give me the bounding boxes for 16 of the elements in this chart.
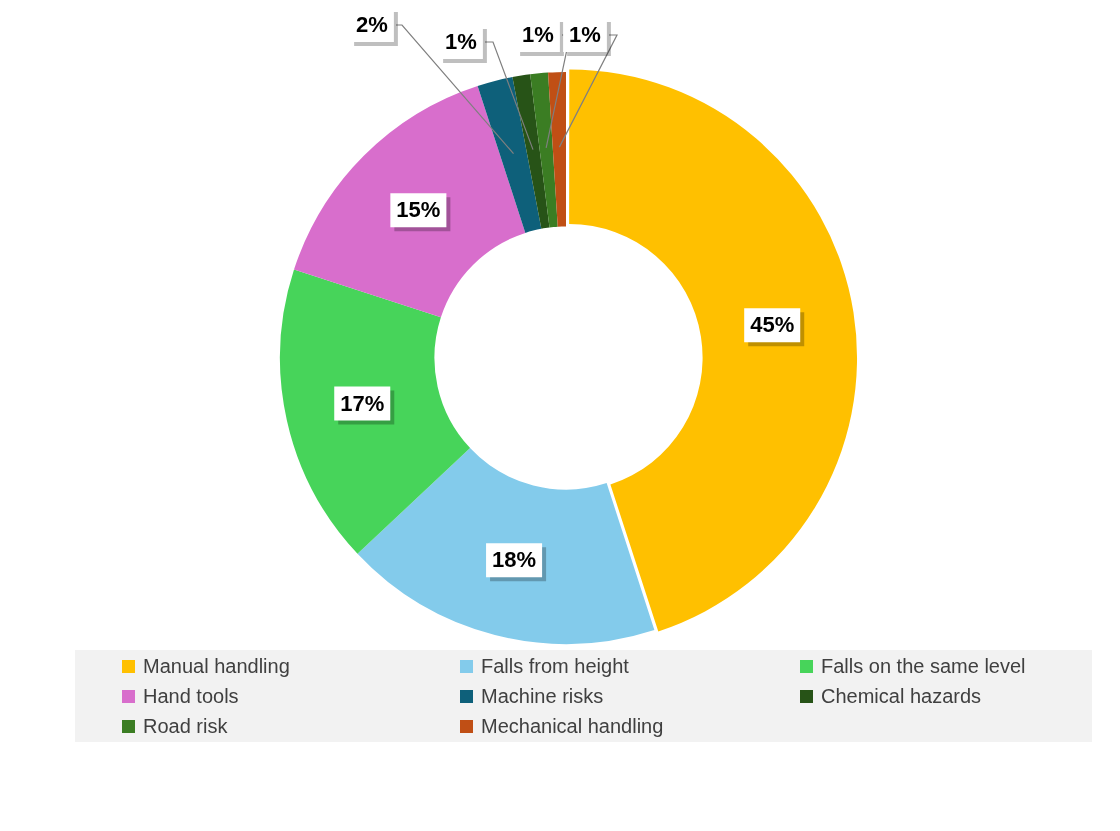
data-label: 2% <box>356 12 388 38</box>
legend-label: Falls on the same level <box>821 655 1026 677</box>
data-label: 15% <box>396 197 441 223</box>
legend-label: Road risk <box>143 715 228 737</box>
legend-label: Machine risks <box>481 685 604 707</box>
legend-label: Manual handling <box>143 655 290 677</box>
data-label: 1% <box>445 29 477 55</box>
data-label: 17% <box>340 390 385 416</box>
data-label: 45% <box>750 312 795 338</box>
data-label: 1% <box>522 22 554 48</box>
legend-label: Falls from height <box>481 655 629 677</box>
data-label: 18% <box>492 547 537 573</box>
legend-label: Mechanical handling <box>481 715 664 737</box>
legend-label: Chemical hazards <box>821 685 982 707</box>
legend-label: Hand tools <box>143 685 239 707</box>
data-label: 1% <box>569 22 601 48</box>
